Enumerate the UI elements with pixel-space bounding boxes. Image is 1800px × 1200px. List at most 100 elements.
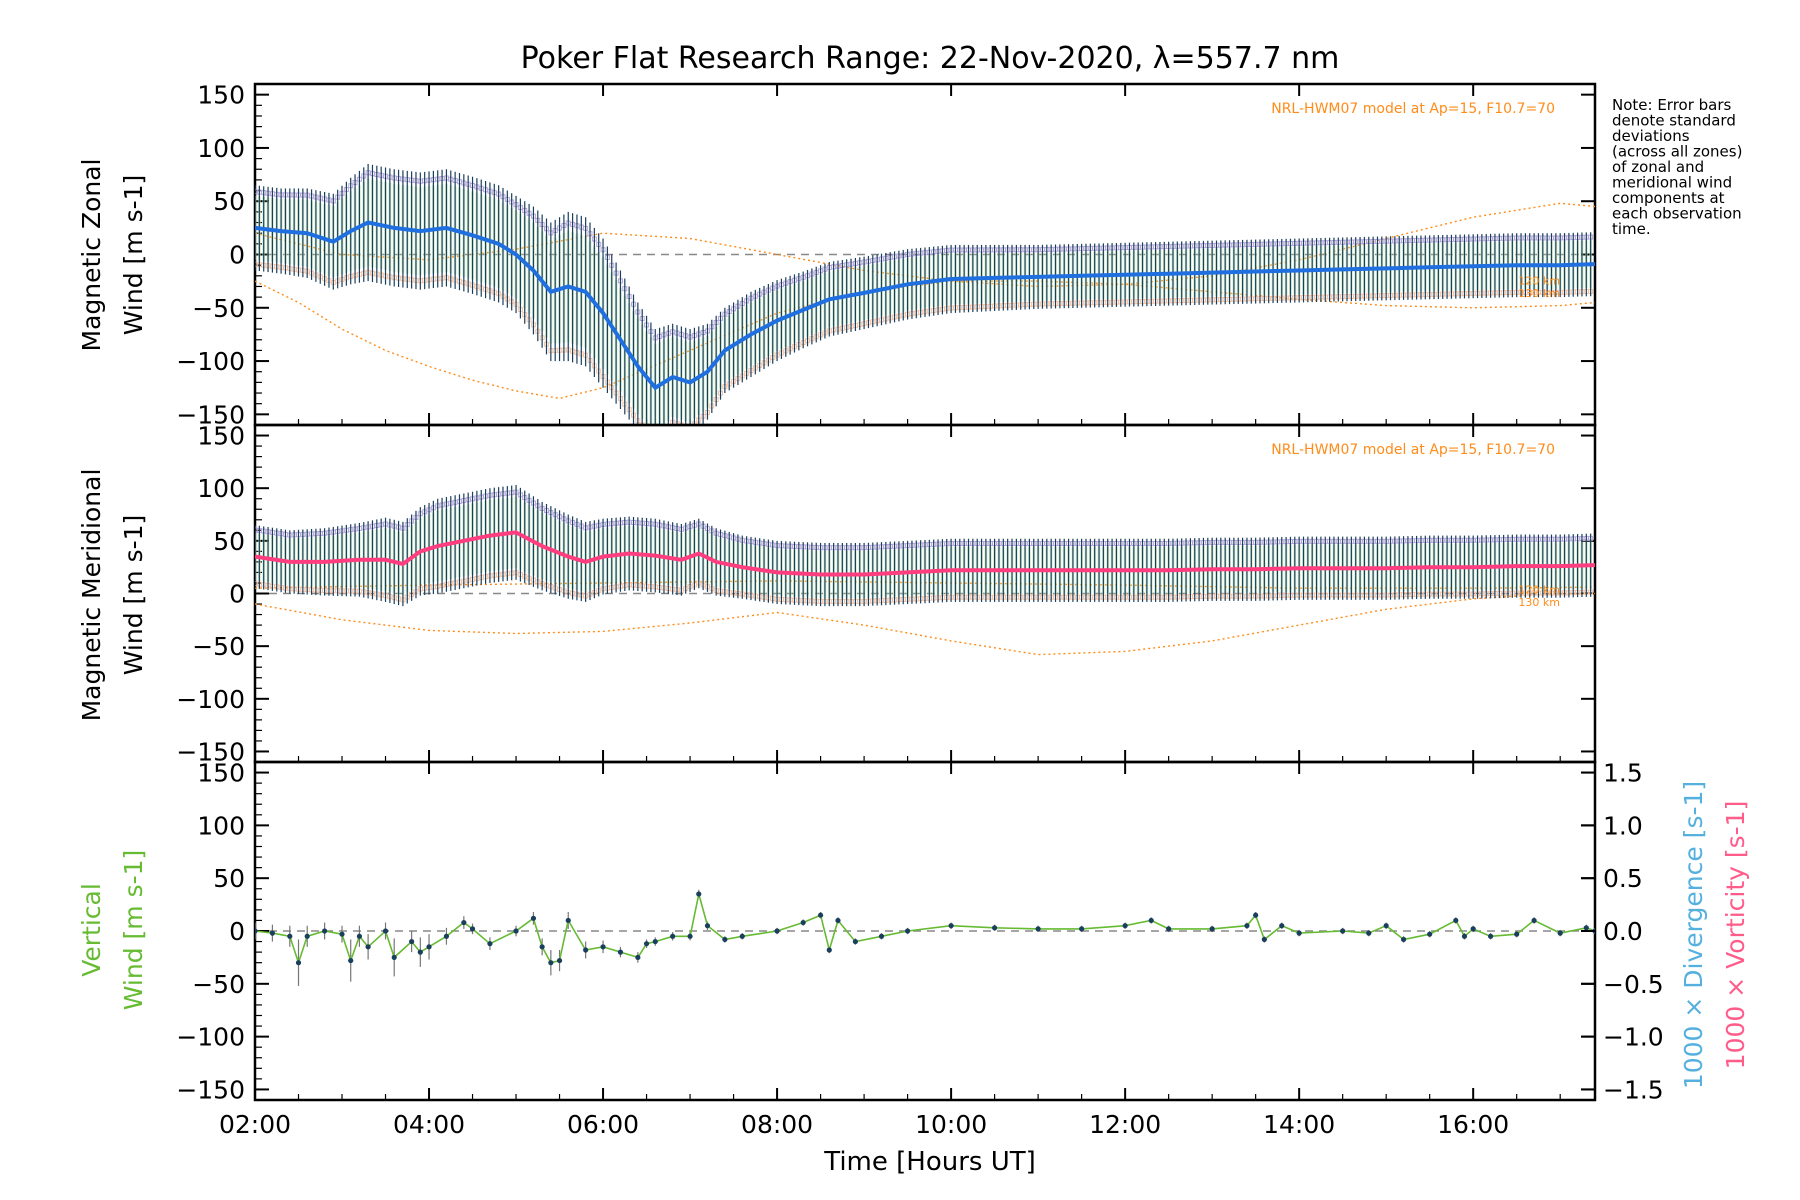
vertical-wind-point	[1514, 931, 1520, 937]
vertical-wind-point	[382, 928, 389, 934]
vertical-wind-point	[643, 941, 650, 947]
right-y-tick-label: 1.0	[1603, 811, 1643, 840]
zone-point	[649, 431, 653, 435]
note-line: denote standard	[1612, 112, 1736, 130]
right-y-tick-label: 0.0	[1603, 917, 1643, 946]
vertical-wind-line	[255, 893, 1595, 966]
vertical-wind-point	[722, 936, 728, 943]
panel-meridional: −150 −100 −50 0 50 100 150 NRL-HWM07 model at A…	[176, 422, 1597, 766]
right-y-tick-label: 1.5	[1603, 759, 1643, 788]
altitude-label-130: 130 km	[1518, 596, 1560, 609]
model-label: NRL-HWM07 model at Ap=15, F10.7=70	[1271, 101, 1555, 117]
y-tick-label: 100	[197, 811, 245, 840]
x-tick-label: 06:00	[567, 1110, 639, 1139]
vertical-wind-point	[556, 957, 563, 964]
vertical-wind-point	[1531, 917, 1537, 924]
panel-vertical: −150 −100 −50 0 50 100 150 −1.5 −1.0 −0.5 0.0 0.5 1.…	[176, 759, 1663, 1105]
zone-point	[658, 432, 662, 436]
vertical-wind-point	[774, 928, 780, 934]
plot-area	[255, 163, 1595, 440]
vertical-wind-point	[1079, 926, 1085, 932]
vertical-wind-point	[852, 938, 858, 945]
y-tick-label: −150	[176, 400, 245, 429]
vertical-wind-point	[1366, 930, 1372, 936]
x-tick-label: 14:00	[1263, 1110, 1335, 1139]
x-tick-label: 16:00	[1437, 1110, 1509, 1139]
vertical-wind-point	[800, 919, 806, 926]
y-tick-label: −100	[176, 347, 245, 376]
vertical-wind-point	[1122, 923, 1128, 929]
x-axis: 02:00 04:00 06:00 08:00 10:00 12:00 14:00 16:00	[219, 1110, 1509, 1139]
y-tick-label: 50	[213, 527, 245, 556]
vertical-wind-point	[255, 928, 258, 934]
y-tick-label: 100	[197, 474, 245, 503]
y-tick-label: 50	[213, 864, 245, 893]
vertical-wind-point	[904, 928, 911, 934]
vertical-wind-point	[295, 960, 302, 966]
x-tick-label: 12:00	[1089, 1110, 1161, 1139]
y-tick-label: 150	[197, 759, 245, 788]
model-130km-curve	[255, 592, 1595, 656]
vertical-wind-point	[1557, 930, 1563, 936]
y-tick-label: −50	[192, 294, 245, 323]
vertical-wind-point	[539, 944, 545, 950]
vertical-wind-point	[1583, 925, 1589, 931]
vertical-wind-point	[365, 944, 371, 950]
plot-area	[255, 485, 1595, 656]
vertical-wind-point	[635, 954, 641, 961]
divergence-ylabel: 1000 × Divergence [s-1]	[1679, 781, 1708, 1089]
x-tick-label: 08:00	[741, 1110, 813, 1139]
vertical-wind-point	[652, 938, 658, 945]
vertical-wind-point	[1279, 923, 1285, 929]
y-tick-label: −100	[176, 1023, 245, 1052]
zone-point	[688, 426, 692, 430]
vertical-wind-point	[992, 925, 998, 931]
right-y-tick-label: −0.5	[1603, 970, 1664, 999]
vertical-wind-point	[287, 933, 293, 939]
note-line: time.	[1612, 220, 1651, 238]
vertical-wind-point	[348, 957, 354, 964]
y-tick-label: 150	[197, 81, 245, 110]
vertical-wind-point	[1209, 926, 1215, 932]
panel-zonal: −150 −100 −50 0 50 100 150 NRL-HWM07 model at A…	[176, 81, 1597, 440]
vertical-wind-point	[339, 931, 345, 937]
vertical-wind-point	[704, 923, 711, 929]
vertical-wind-point	[739, 933, 745, 939]
vertical-wind-point	[1035, 926, 1041, 932]
vertical-wind-point	[600, 944, 606, 950]
vertical-wind-point	[696, 891, 702, 897]
vertical-wind-point	[530, 915, 537, 921]
y-tick-label: −50	[192, 632, 245, 661]
vertical-wind-point	[1166, 926, 1172, 932]
vertical-wind-point	[826, 947, 832, 953]
vertical-wind-point	[322, 928, 328, 934]
y-tick-label: 0	[229, 241, 245, 270]
altitude-label-120: 120 km	[1518, 274, 1560, 287]
vertical-wind-point	[1261, 936, 1267, 943]
zonal-ylabel-line1: Magnetic Zonal	[77, 159, 106, 352]
right-y-tick-label: 0.5	[1603, 864, 1643, 893]
right-y-tick-label: −1.0	[1603, 1023, 1664, 1052]
vertical-wind-point	[409, 938, 415, 945]
meridional-ylabel-line1: Magnetic Meridional	[77, 469, 106, 722]
vertical-wind-point	[1383, 923, 1389, 929]
vertical-wind-point	[1244, 923, 1250, 929]
zonal-ylabel-line2: Wind [m s-1]	[119, 175, 148, 336]
altitude-label-130: 130 km	[1518, 287, 1560, 300]
vertical-wind-point	[1470, 926, 1476, 932]
y-tick-label: −150	[176, 737, 245, 766]
vertical-wind-point	[469, 926, 476, 932]
x-tick-label: 04:00	[393, 1110, 465, 1139]
zone-point	[653, 436, 657, 440]
y-tick-label: 100	[197, 134, 245, 163]
note-line: each observation	[1612, 205, 1742, 223]
zone-point	[645, 427, 649, 431]
vertical-wind-point	[1253, 912, 1259, 918]
vertical-wind-point	[817, 912, 824, 918]
vertical-wind-point	[835, 917, 841, 924]
vertical-wind-point	[1148, 917, 1154, 924]
y-tick-label: 0	[229, 580, 245, 609]
note-line: meridional wind	[1612, 174, 1732, 192]
note-line: components at	[1612, 189, 1725, 207]
